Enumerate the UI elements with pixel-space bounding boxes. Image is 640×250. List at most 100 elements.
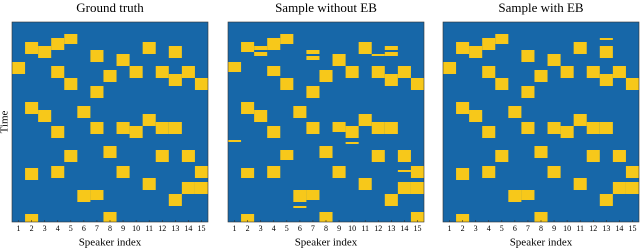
x-axis-label: Speaker index <box>79 237 142 249</box>
activity-segment <box>155 122 169 134</box>
activity-segment <box>142 42 156 54</box>
activity-segment <box>194 182 208 194</box>
activity-segment <box>371 150 385 162</box>
panel-title: Sample without EB <box>275 0 377 15</box>
x-axis-label: Speaker index <box>295 237 358 249</box>
activity-segment <box>293 206 307 208</box>
activity-segment <box>51 66 65 78</box>
x-tick-label: 9 <box>552 224 556 233</box>
activity-segment <box>51 38 65 50</box>
activity-segment <box>181 150 195 162</box>
x-tick-label: 8 <box>539 224 543 233</box>
activity-segment <box>521 122 535 134</box>
x-tick-label: 3 <box>259 224 263 233</box>
activity-segment <box>586 66 600 78</box>
activity-segment <box>482 166 496 178</box>
activity-segment <box>573 114 587 126</box>
x-tick-label: 4 <box>487 224 491 233</box>
activity-segment <box>25 102 39 114</box>
activity-segment <box>90 50 104 62</box>
activity-segment <box>241 168 255 178</box>
activity-segment <box>547 54 561 66</box>
activity-segment <box>319 212 333 222</box>
activity-segment <box>371 122 385 134</box>
activity-segment <box>625 78 639 90</box>
activity-segment <box>358 42 372 54</box>
activity-segment <box>384 52 398 56</box>
activity-segment <box>181 66 195 78</box>
activity-segment <box>142 178 156 190</box>
activity-segment <box>410 182 424 194</box>
activity-segment <box>267 66 281 76</box>
activity-segment <box>384 122 398 134</box>
activity-segment <box>306 86 320 98</box>
x-tick-label: 2 <box>30 224 34 233</box>
activity-segment <box>228 62 242 72</box>
activity-segment <box>456 214 470 222</box>
activity-segment <box>625 166 639 178</box>
activity-segment <box>228 140 242 142</box>
x-tick-label: 7 <box>526 224 530 233</box>
panel-title: Sample with EB <box>498 0 584 15</box>
activity-segment <box>397 66 411 78</box>
activity-segment <box>194 166 208 178</box>
activity-segment <box>547 166 561 178</box>
x-tick-label: 12 <box>158 224 166 233</box>
activity-segment <box>482 66 496 78</box>
activity-segment <box>586 150 600 162</box>
x-tick-label: 1 <box>448 224 452 233</box>
x-tick-label: 10 <box>563 224 571 233</box>
activity-segment <box>77 106 91 118</box>
activity-segment <box>116 166 130 178</box>
activity-segment <box>534 70 548 82</box>
x-tick-label: 11 <box>145 224 153 233</box>
x-tick-label: 14 <box>615 224 623 233</box>
activity-segment <box>168 74 182 86</box>
activity-segment <box>573 178 587 190</box>
activity-segment <box>599 74 613 86</box>
activity-segment <box>280 150 294 160</box>
x-tick-label: 7 <box>95 224 99 233</box>
activity-segment <box>397 150 411 162</box>
activity-segment <box>469 110 483 122</box>
x-tick-label: 2 <box>246 224 250 233</box>
x-tick-label: 13 <box>387 224 395 233</box>
x-tick-label: 15 <box>197 224 205 233</box>
activity-segment <box>599 46 613 58</box>
activity-segment <box>25 214 39 222</box>
activity-segment <box>77 190 91 202</box>
activity-segment <box>51 166 65 178</box>
activity-segment <box>573 42 587 54</box>
activity-segment <box>332 166 346 178</box>
activity-segment <box>547 122 561 134</box>
x-tick-label: 14 <box>400 224 408 233</box>
activity-segment <box>25 168 39 180</box>
activity-segment <box>116 54 130 66</box>
x-tick-label: 4 <box>272 224 276 233</box>
activity-segment <box>241 102 255 114</box>
activity-segment <box>456 102 470 114</box>
x-tick-label: 12 <box>374 224 382 233</box>
activity-segment <box>25 42 39 54</box>
activity-segment <box>586 122 600 134</box>
activity-segment <box>397 182 411 194</box>
activity-segment <box>469 46 483 58</box>
activity-segment <box>371 66 385 78</box>
x-tick-label: 3 <box>43 224 47 233</box>
activity-segment <box>90 86 104 98</box>
activity-segment <box>560 126 574 138</box>
activity-segment <box>410 212 424 222</box>
x-tick-label: 15 <box>628 224 636 233</box>
x-tick-label: 5 <box>69 224 73 233</box>
activity-segment <box>482 126 496 138</box>
activity-segment <box>103 70 117 82</box>
activity-segment <box>194 78 208 90</box>
activity-segment <box>254 46 268 50</box>
activity-segment <box>129 66 143 78</box>
x-tick-label: 1 <box>233 224 237 233</box>
x-tick-label: 9 <box>337 224 341 233</box>
activity-segment <box>64 78 78 90</box>
x-tick-label: 1 <box>17 224 21 233</box>
activity-segment <box>384 74 398 86</box>
activity-segment <box>90 190 104 200</box>
